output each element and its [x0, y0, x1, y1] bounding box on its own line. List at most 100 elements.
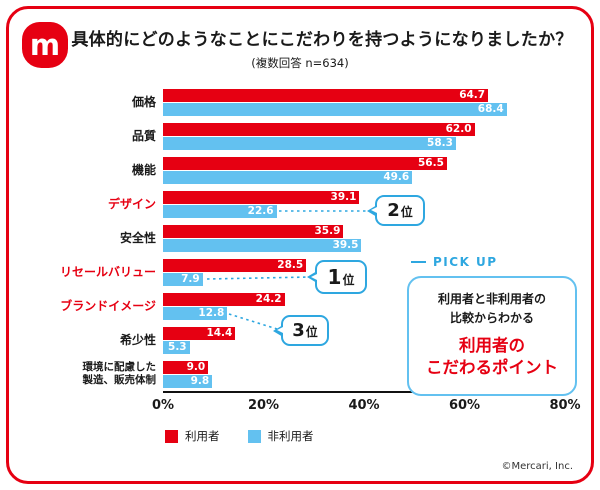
bar-users: 14.4	[163, 326, 236, 340]
legend-label-users: 利用者	[185, 429, 220, 443]
x-tick: 80%	[549, 398, 581, 413]
bar-users: 39.1	[163, 190, 360, 204]
bar-users: 62.0	[163, 122, 475, 136]
pickup-line1: 利用者と非利用者の	[437, 292, 546, 306]
copyright: ©Mercari, Inc.	[501, 461, 573, 472]
rank-number: 3	[292, 320, 305, 341]
bar-group: 35.9 39.5	[163, 224, 565, 252]
rank-suffix: 位	[400, 205, 413, 219]
pickup-line2: 比較からわかる	[449, 310, 534, 325]
infographic-card: m 具体的にどのようなことにこだわりを持つようになりましたか？ (複数回答 n=…	[6, 6, 594, 484]
category-label: 価格	[131, 94, 156, 109]
bar-group: 64.7 68.4	[163, 88, 565, 116]
x-tick: 0%	[151, 398, 175, 413]
bar-group: 9.0 9.8	[163, 360, 565, 388]
bar-value: 9.8	[190, 375, 210, 387]
bar-value: 24.2	[255, 293, 282, 305]
bar-value: 14.4	[206, 327, 233, 339]
x-tick: 60%	[448, 398, 481, 413]
bar-value: 5.3	[168, 341, 187, 353]
bar-group: 56.5 49.6	[163, 156, 565, 184]
mercari-logo: m	[22, 22, 68, 68]
pickup-tag-dash	[411, 260, 426, 264]
legend-item-nonusers: 非利用者	[247, 428, 314, 444]
bar-group: 62.0 58.3	[163, 122, 565, 150]
bar-value: 9.0	[186, 361, 206, 373]
bar-value: 56.5	[417, 157, 444, 169]
bar-nonusers: 22.6	[163, 204, 277, 218]
bar-nonusers: 12.8	[163, 306, 228, 320]
chart-row: 品質 62.0 58.3	[23, 119, 565, 153]
legend-item-users: 利用者	[165, 428, 220, 444]
chart-legend: 利用者 非利用者	[165, 428, 565, 444]
chart-rows: 価格 64.7 68.4 品質 62.0 58.3 機能 56.5 49.6 デザイン 39.1 22…	[23, 85, 565, 391]
bar-value: 22.6	[247, 205, 274, 217]
pickup-panel: PICK UP 利用者と非利用者の 比較からわかる 利用者の こだわるポイント	[407, 255, 577, 396]
rank-suffix: 位	[342, 273, 355, 287]
rank-suffix: 位	[305, 325, 318, 339]
chart-row: 安全性 35.9 39.5	[23, 221, 565, 255]
bar-value: 64.7	[459, 89, 486, 101]
pickup-description: 利用者と非利用者の 比較からわかる	[413, 290, 571, 327]
bar-value: 39.1	[330, 191, 357, 203]
chart-row: リセールバリュー 28.5 7.9	[23, 255, 565, 289]
bar-nonusers: 7.9	[163, 272, 203, 286]
bar-group: 14.4 5.3	[163, 326, 565, 354]
bar-nonusers: 39.5	[163, 238, 362, 252]
rank-number: 2	[387, 200, 400, 221]
pickup-box: 利用者と非利用者の 比較からわかる 利用者の こだわるポイント	[407, 276, 577, 396]
bar-nonusers: 9.8	[163, 374, 213, 388]
survey-note: (複数回答 n=634)	[251, 56, 349, 70]
bar-users: 56.5	[163, 156, 447, 170]
bar-group: 28.5 7.9	[163, 258, 565, 286]
page-title: 具体的にどのようなことにこだわりを持つようになりましたか？	[71, 30, 573, 50]
x-axis-ticks: 0% 20% 40% 60% 80%	[152, 398, 581, 420]
chart-row: 希少性 14.4 5.3	[23, 323, 565, 357]
category-label: リセールバリュー	[59, 264, 156, 279]
bar-value: 12.8	[198, 307, 225, 319]
chart-row: 環境に配慮した 製造、販売体制 9.0 9.8	[23, 357, 565, 391]
legend-swatch-blue	[247, 429, 261, 443]
mercari-logo-letter: m	[29, 28, 61, 62]
category-label: 環境に配慮した 製造、販売体制	[82, 361, 157, 386]
legend-label-nonusers: 非利用者	[267, 429, 314, 443]
chart-row: デザイン 39.1 22.6	[23, 187, 565, 221]
bar-value: 49.6	[383, 171, 410, 183]
bar-value: 58.3	[427, 137, 453, 149]
bar-users: 35.9	[163, 224, 344, 238]
rank-number: 1	[327, 265, 342, 289]
bar-value: 28.5	[277, 259, 304, 271]
bar-value: 39.5	[332, 239, 359, 251]
bar-users: 64.7	[163, 88, 489, 102]
bar-value: 35.9	[314, 225, 341, 237]
category-label: ブランドイメージ	[60, 298, 156, 313]
bar-nonusers: 49.6	[163, 170, 413, 184]
bar-nonusers: 58.3	[163, 136, 456, 150]
x-tick: 20%	[247, 398, 280, 413]
category-label: 希少性	[119, 332, 156, 347]
category-label: デザイン	[107, 196, 156, 211]
bar-nonusers: 68.4	[163, 102, 507, 116]
category-label: 品質	[131, 128, 156, 143]
pickup-highlight-line2: こだわるポイント	[426, 358, 558, 378]
legend-swatch-red	[165, 429, 178, 443]
bar-group: 39.1 22.6	[163, 190, 565, 218]
bar-value: 68.4	[477, 103, 504, 115]
pickup-tag: PICK UP	[411, 255, 577, 269]
bar-chart: 価格 64.7 68.4 品質 62.0 58.3 機能 56.5 49.6 デザイン 39.1 22…	[23, 85, 581, 444]
category-label: 機能	[131, 162, 156, 177]
bar-value: 7.9	[181, 273, 200, 285]
bar-users: 28.5	[163, 258, 307, 272]
bar-users: 9.0	[163, 360, 209, 374]
pickup-highlight: 利用者の こだわるポイント	[413, 335, 571, 380]
bar-users: 24.2	[163, 292, 285, 306]
bar-value: 62.0	[445, 123, 472, 135]
pickup-highlight-line1: 利用者の	[459, 336, 525, 356]
bar-group: 24.2 12.8	[163, 292, 565, 320]
bar-nonusers: 5.3	[163, 340, 190, 354]
pickup-tag-label: PICK UP	[433, 255, 498, 269]
chart-row: 機能 56.5 49.6	[23, 153, 565, 187]
